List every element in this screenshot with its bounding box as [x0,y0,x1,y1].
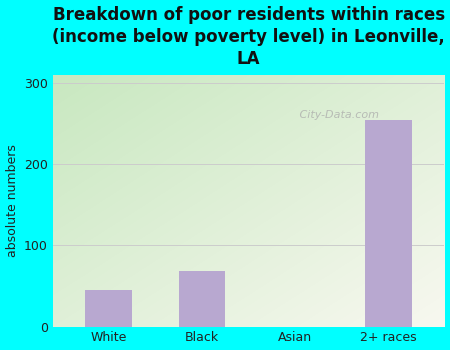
Bar [365,120,412,327]
Text: City-Data.com: City-Data.com [296,110,378,120]
Bar [179,271,225,327]
Title: Breakdown of poor residents within races
(income below poverty level) in Leonvil: Breakdown of poor residents within races… [52,6,445,68]
Y-axis label: absolute numbers: absolute numbers [5,145,18,257]
Bar [86,290,132,327]
